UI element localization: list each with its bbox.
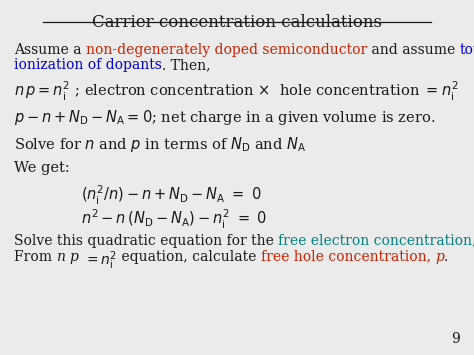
Text: $n\,p = n_{\mathrm{i}}^{2}$ ; electron concentration $\times$  hole concentratio: $n\,p = n_{\mathrm{i}}^{2}$ ; electron c… (14, 80, 459, 103)
Text: Solve for $n$ and $p$ in terms of $N_{\mathrm{D}}$ and $N_{\mathrm{A}}$: Solve for $n$ and $p$ in terms of $N_{\m… (14, 135, 306, 154)
Text: $(n_{\mathrm{i}}^{2}/n) - n + N_{\mathrm{D}} - N_{\mathrm{A}}\ =\ 0$: $(n_{\mathrm{i}}^{2}/n) - n + N_{\mathrm… (81, 184, 262, 207)
Text: 9: 9 (451, 332, 460, 346)
Text: free hole concentration,: free hole concentration, (261, 250, 435, 263)
Text: From: From (14, 250, 56, 263)
Text: $p - n + N_{\mathrm{D}} - N_{\mathrm{A}} = 0$; net charge in a given volume is z: $p - n + N_{\mathrm{D}} - N_{\mathrm{A}}… (14, 108, 436, 127)
Text: Assume a: Assume a (14, 43, 86, 57)
Text: total: total (460, 43, 474, 57)
Text: n: n (56, 250, 70, 263)
Text: .: . (444, 250, 448, 263)
Text: non-degenerately doped semiconductor: non-degenerately doped semiconductor (86, 43, 367, 57)
Text: p: p (70, 250, 79, 263)
Text: $= n_{\mathrm{i}}^{2}$: $= n_{\mathrm{i}}^{2}$ (79, 250, 117, 272)
Text: Carrier concentration calculations: Carrier concentration calculations (92, 14, 382, 31)
Text: We get:: We get: (14, 161, 70, 175)
Text: Solve this quadratic equation for the: Solve this quadratic equation for the (14, 234, 278, 247)
Text: equation, calculate: equation, calculate (117, 250, 261, 263)
Text: free electron concentration,: free electron concentration, (278, 234, 474, 247)
Text: and assume: and assume (367, 43, 460, 57)
Text: p: p (435, 250, 444, 263)
Text: ionization of dopants: ionization of dopants (14, 58, 162, 72)
Text: $n^{2} - n\,(N_{\mathrm{D}} - N_{\mathrm{A}}) - n_{\mathrm{i}}^{2}\ =\ 0$: $n^{2} - n\,(N_{\mathrm{D}} - N_{\mathrm… (81, 208, 267, 231)
Text: . Then,: . Then, (162, 58, 210, 72)
